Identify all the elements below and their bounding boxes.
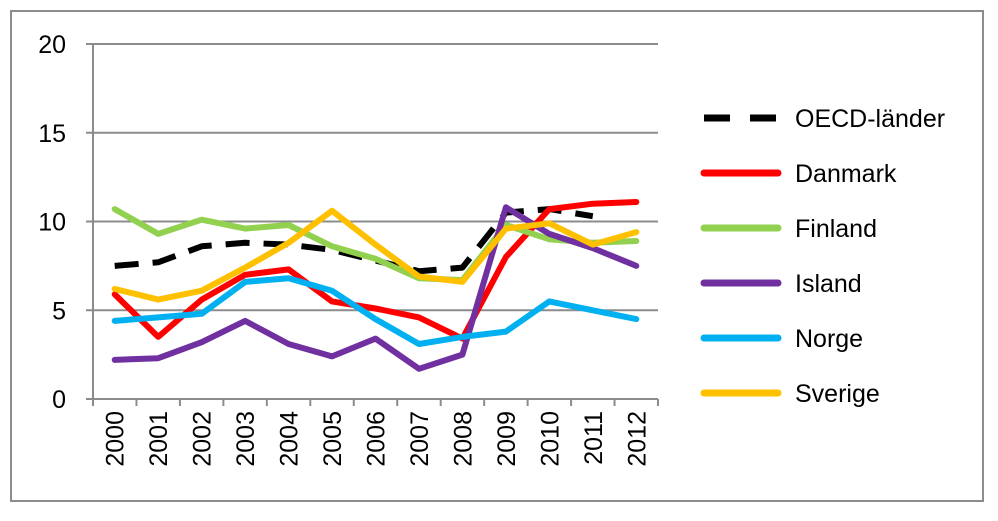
x-tick-label: 2006 <box>363 411 391 467</box>
y-tick-label: 5 <box>52 297 66 325</box>
legend-label: Norge <box>795 325 863 353</box>
x-tick-label: 2009 <box>493 411 521 467</box>
y-tick-label: 20 <box>38 31 66 59</box>
x-tick-label: 2010 <box>536 411 564 467</box>
y-tick-label: 15 <box>38 120 66 148</box>
legend-label: Island <box>795 270 862 298</box>
x-tick-label: 2012 <box>623 411 651 467</box>
series-line-finland <box>111 206 640 284</box>
series-line-island <box>111 204 640 372</box>
series-line-danmark <box>111 199 640 342</box>
x-tick-label: 2011 <box>580 411 608 465</box>
x-tick-label: 2003 <box>232 411 260 467</box>
legend: OECD-länder Danmark Finland Island Norge Sver… <box>700 105 945 408</box>
x-tick-label: 2000 <box>102 411 130 467</box>
legend-label: Finland <box>795 215 877 243</box>
legend-label: OECD-länder <box>795 105 945 133</box>
series-line-sverige <box>111 207 640 303</box>
y-tick-labels: 0 5 10 15 20 <box>38 31 66 414</box>
x-tick-label: 2004 <box>276 411 304 467</box>
series-lines <box>111 199 640 372</box>
x-tick-labels: 2000 2001 2002 2003 2004 2005 2006 2007 2008 2009… <box>102 411 652 467</box>
y-tick-label: 0 <box>52 386 66 414</box>
gridlines <box>93 43 658 312</box>
legend-label: Sverige <box>795 380 880 408</box>
series-line-norge <box>111 275 640 347</box>
x-tick-label: 2005 <box>319 411 347 467</box>
axes <box>86 43 659 406</box>
x-tick-label: 2002 <box>189 411 217 467</box>
x-tick-label: 2007 <box>406 411 434 467</box>
y-tick-label: 10 <box>38 209 66 237</box>
legend-label: Danmark <box>795 160 897 188</box>
x-tick-label: 2008 <box>449 411 477 467</box>
x-tick-label: 2001 <box>145 411 173 467</box>
